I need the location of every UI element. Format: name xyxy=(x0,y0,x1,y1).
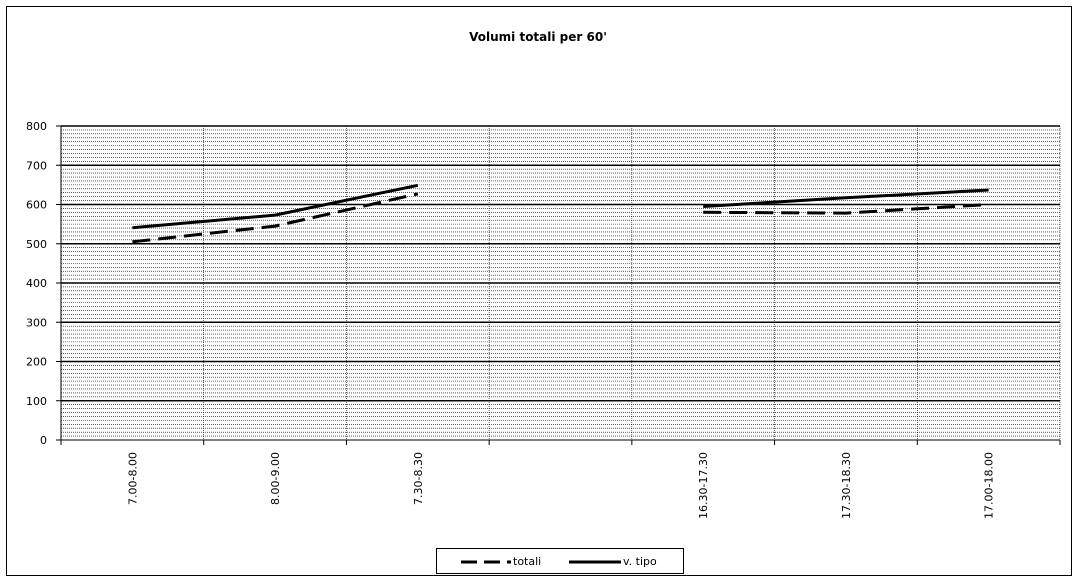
major-gridlines xyxy=(61,125,1060,402)
y-tick-label: 700 xyxy=(26,159,47,172)
y-tick-label: 600 xyxy=(26,199,47,212)
chart-title: Volumi totali per 60' xyxy=(469,30,607,44)
y-tick-label: 300 xyxy=(26,316,47,329)
legend: totali v. tipo xyxy=(436,548,684,574)
series-layer xyxy=(132,183,989,244)
series-line xyxy=(132,183,419,230)
x-tick-labels: 7.00-8.00 8.00-9.00 7.30-8.30 16.30-17.30 17… xyxy=(126,452,995,519)
x-tick-label: 17.00-18.00 xyxy=(983,452,996,519)
x-tick-label: 8.00-9.00 xyxy=(269,452,282,505)
series-v-tipo xyxy=(132,183,989,230)
series-line xyxy=(703,203,989,215)
y-tick-label: 500 xyxy=(26,238,47,251)
legend-label-v-tipo: v. tipo xyxy=(623,555,657,568)
minor-gridlines xyxy=(61,129,1060,437)
x-tick-label: 17.30-18.30 xyxy=(840,452,853,519)
vertical-gridlines xyxy=(203,126,1061,440)
axes xyxy=(56,125,1061,445)
y-tick-label: 0 xyxy=(40,434,47,447)
series-line xyxy=(132,192,419,244)
y-tick-labels: 0 100 200 300 400 500 600 700 800 xyxy=(26,120,47,447)
y-tick-label: 400 xyxy=(26,277,47,290)
x-tick-label: 7.00-8.00 xyxy=(126,452,139,505)
x-tick-label: 7.30-8.30 xyxy=(412,452,425,505)
y-tick-label: 800 xyxy=(26,120,47,133)
x-tick-label: 16.30-17.30 xyxy=(697,452,710,519)
series-totali xyxy=(132,192,989,244)
y-tick-label: 200 xyxy=(26,356,47,369)
legend-label-totali: totali xyxy=(513,555,542,568)
y-tick-label: 100 xyxy=(26,395,47,408)
